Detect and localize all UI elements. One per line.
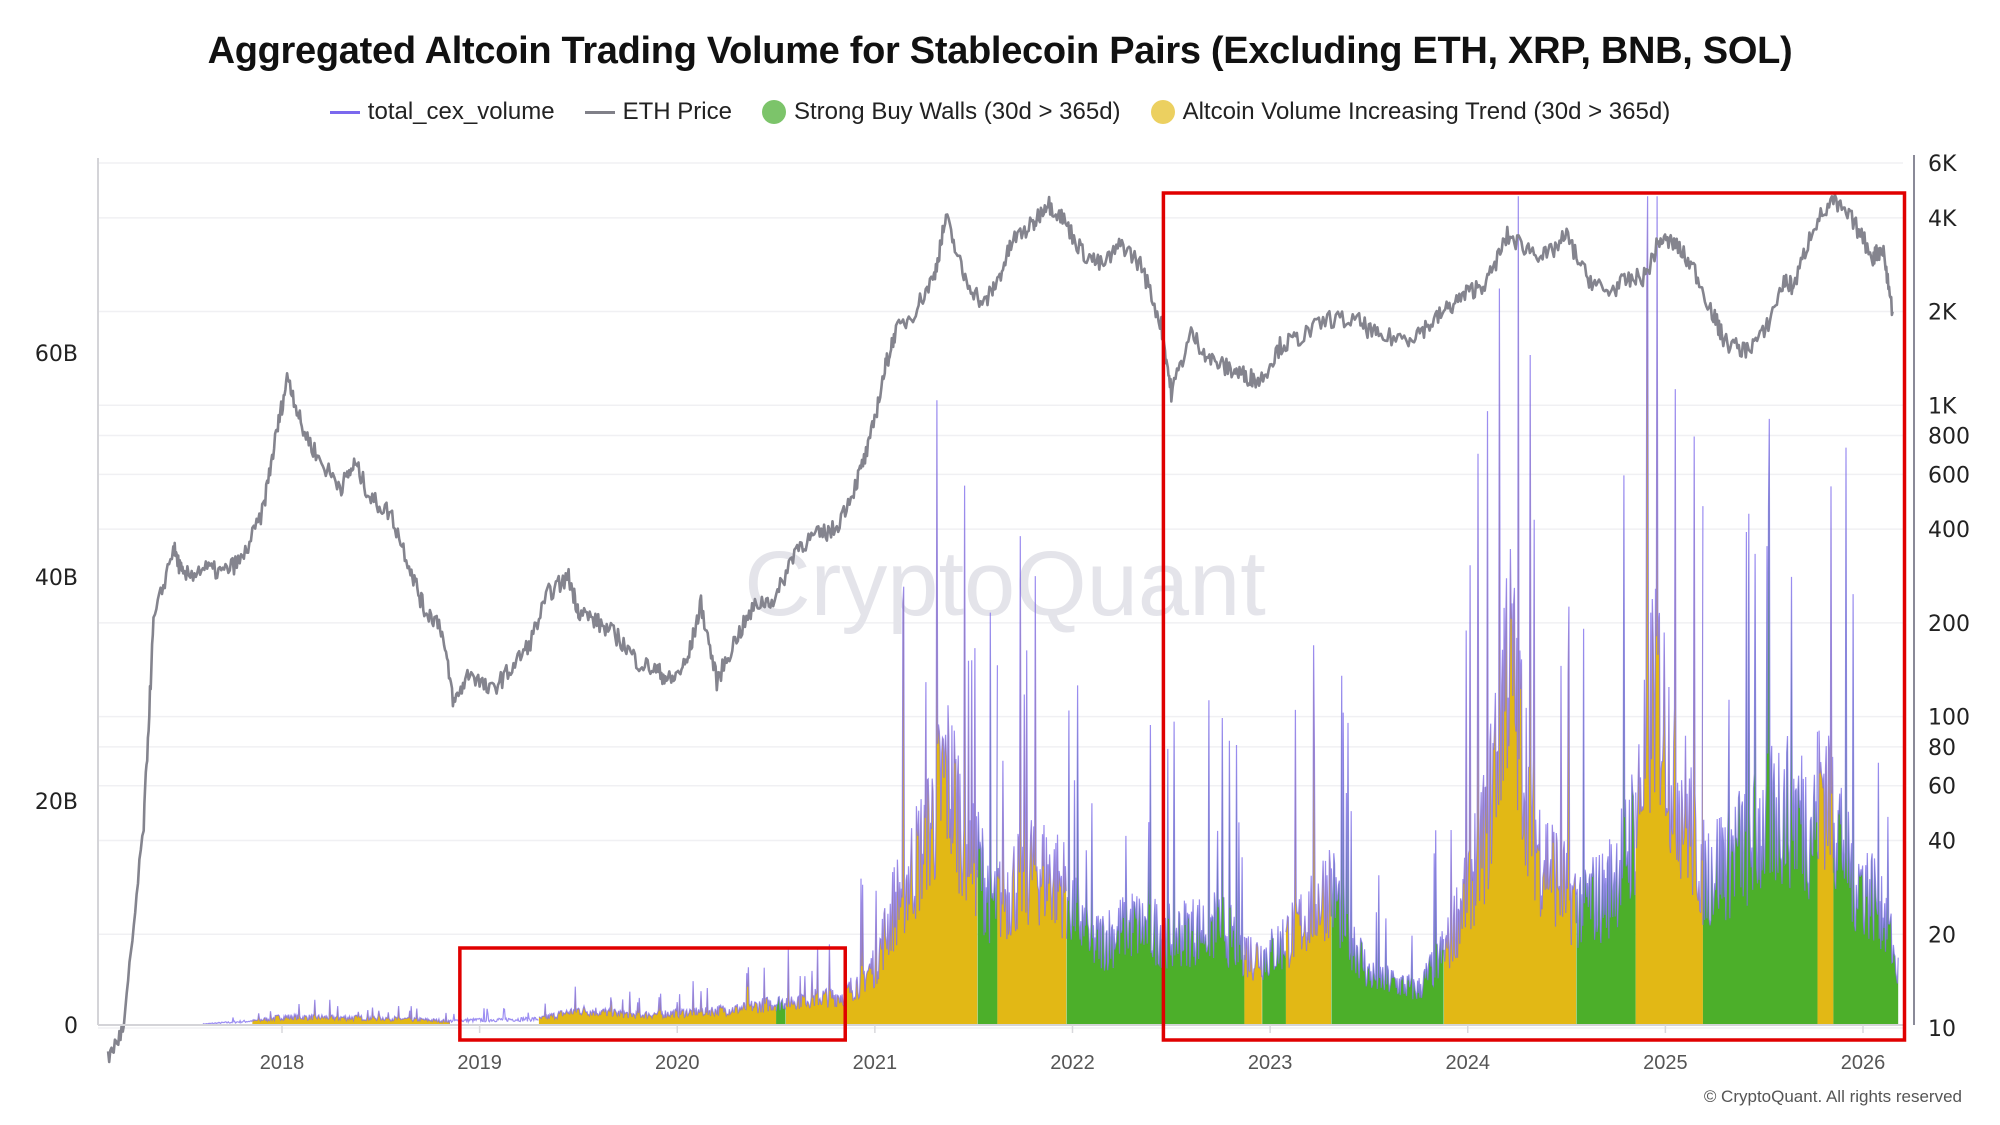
- total-cex-volume-line: [1066, 685, 1245, 977]
- x-tick-label: 2020: [655, 1052, 700, 1074]
- volume-series: [202, 196, 1899, 1026]
- y-left-tick-label: 20B: [35, 790, 78, 815]
- total-cex-volume-line: [1330, 675, 1445, 1000]
- copyright: © CryptoQuant. All rights reserved: [1703, 1087, 1962, 1106]
- volume-area-buywalls: [977, 612, 998, 1025]
- y-right-tick-label: 6K: [1928, 152, 1957, 177]
- total-cex-volume-line: [538, 967, 777, 1021]
- volume-area-trend: [252, 999, 450, 1025]
- total-cex-volume-line: [1575, 475, 1637, 948]
- x-tick-label: 2021: [853, 1052, 898, 1074]
- legend-item-strong-buy-walls[interactable]: Strong Buy Walls (30d > 365d): [761, 98, 1121, 126]
- volume-area-buywalls: [1576, 475, 1636, 1025]
- y-right-tick-label: 2K: [1928, 301, 1957, 326]
- y-left-tick-label: 40B: [35, 566, 78, 591]
- eth-price-series: [106, 193, 1894, 1064]
- legend-label: Strong Buy Walls (30d > 365d): [793, 98, 1121, 125]
- volume-area-buywalls: [1066, 685, 1245, 1025]
- left-axis-ticks: 0 20B 40B 60B: [35, 342, 78, 1039]
- total-cex-volume-line: [775, 995, 787, 1012]
- eth-price-line: [106, 193, 1894, 1064]
- highlight-box: [1161, 191, 1907, 1042]
- total-cex-volume-line: [1635, 196, 1704, 913]
- legend-swatch-dot-icon: [761, 100, 786, 124]
- legend-item-altcoin-volume-trend[interactable]: Altcoin Volume Increasing Trend (30d > 3…: [1150, 98, 1671, 126]
- y-right-tick-label: 1K: [1928, 394, 1957, 419]
- total-cex-volume-line: [202, 1017, 253, 1025]
- legend-label: Altcoin Volume Increasing Trend (30d > 3…: [1182, 98, 1671, 125]
- legend-swatch-line-icon: [329, 110, 360, 114]
- watermark: CryptoQuant: [744, 533, 1266, 635]
- total-cex-volume-line: [1443, 196, 1577, 969]
- total-cex-volume-line: [1816, 486, 1834, 873]
- y-right-tick-label: 400: [1928, 518, 1970, 543]
- volume-area-trend: [1817, 486, 1834, 1025]
- y-right-tick-label: 60: [1928, 775, 1956, 800]
- legend-label: ETH Price: [622, 98, 732, 125]
- volume-area-buywalls: [1331, 675, 1444, 1025]
- x-tick-label: 2026: [1841, 1052, 1886, 1074]
- volume-area-trend: [1285, 645, 1331, 1025]
- legend: total_cex_volume ETH Price Strong Buy Wa…: [0, 98, 2000, 126]
- y-left-tick-label: 0: [64, 1014, 78, 1039]
- y-right-tick-label: 80: [1928, 736, 1956, 761]
- x-tick-label: 2018: [260, 1052, 305, 1074]
- total-cex-volume-line: [1285, 645, 1332, 968]
- annotations: [458, 191, 1907, 1042]
- legend-swatch-dot-icon: [1150, 100, 1175, 124]
- x-tick-label: 2024: [1446, 1052, 1491, 1074]
- x-tick-label: 2022: [1050, 1052, 1095, 1074]
- y-right-tick-label: 4K: [1928, 207, 1957, 232]
- highlight-box: [458, 946, 847, 1042]
- total-cex-volume-line: [977, 612, 998, 944]
- y-right-tick-label: 10: [1928, 1017, 1956, 1042]
- volume-area-buywalls: [1833, 447, 1899, 1026]
- y-right-tick-label: 800: [1928, 424, 1970, 449]
- x-tick-label: 2019: [457, 1052, 502, 1074]
- right-axis-ticks: 6K 4K 2K 1K 800 600 400 200 100 80 60 40 20 10: [1928, 152, 1970, 1042]
- y-right-tick-label: 100: [1928, 706, 1970, 731]
- total-cex-volume-line: [1261, 919, 1287, 981]
- total-cex-volume-line: [785, 400, 978, 1010]
- volume-area-buywalls: [1702, 418, 1818, 1025]
- y-left-tick-label: 60B: [35, 342, 78, 367]
- x-axis-ticks: 2018 2019 2020 2021 2022 2023 2024 2025 2026: [260, 1025, 1886, 1074]
- y-right-tick-label: 40: [1928, 830, 1956, 855]
- y-right-tick-label: 200: [1928, 612, 1970, 637]
- total-cex-volume-line: [1702, 418, 1819, 926]
- grid-lines: [98, 162, 1903, 1029]
- legend-item-eth-price[interactable]: ETH Price: [584, 98, 732, 126]
- total-cex-volume-line: [1243, 936, 1263, 981]
- legend-label: total_cex_volume: [367, 98, 555, 125]
- total-cex-volume-line: [996, 536, 1067, 940]
- total-cex-volume-line: [449, 1007, 539, 1025]
- chart-title: Aggregated Altcoin Trading Volume for St…: [207, 30, 1793, 72]
- volume-area-buywalls: [776, 996, 786, 1025]
- total-cex-volume-line: [1832, 447, 1899, 984]
- legend-swatch-line-icon: [584, 110, 615, 114]
- y-right-tick-label: 20: [1928, 923, 1956, 948]
- x-tick-label: 2023: [1248, 1052, 1293, 1074]
- legend-item-total-cex-volume[interactable]: total_cex_volume: [329, 98, 555, 126]
- total-cex-volume-line: [251, 999, 451, 1025]
- y-right-tick-label: 600: [1928, 463, 1970, 488]
- x-tick-label: 2025: [1643, 1052, 1688, 1074]
